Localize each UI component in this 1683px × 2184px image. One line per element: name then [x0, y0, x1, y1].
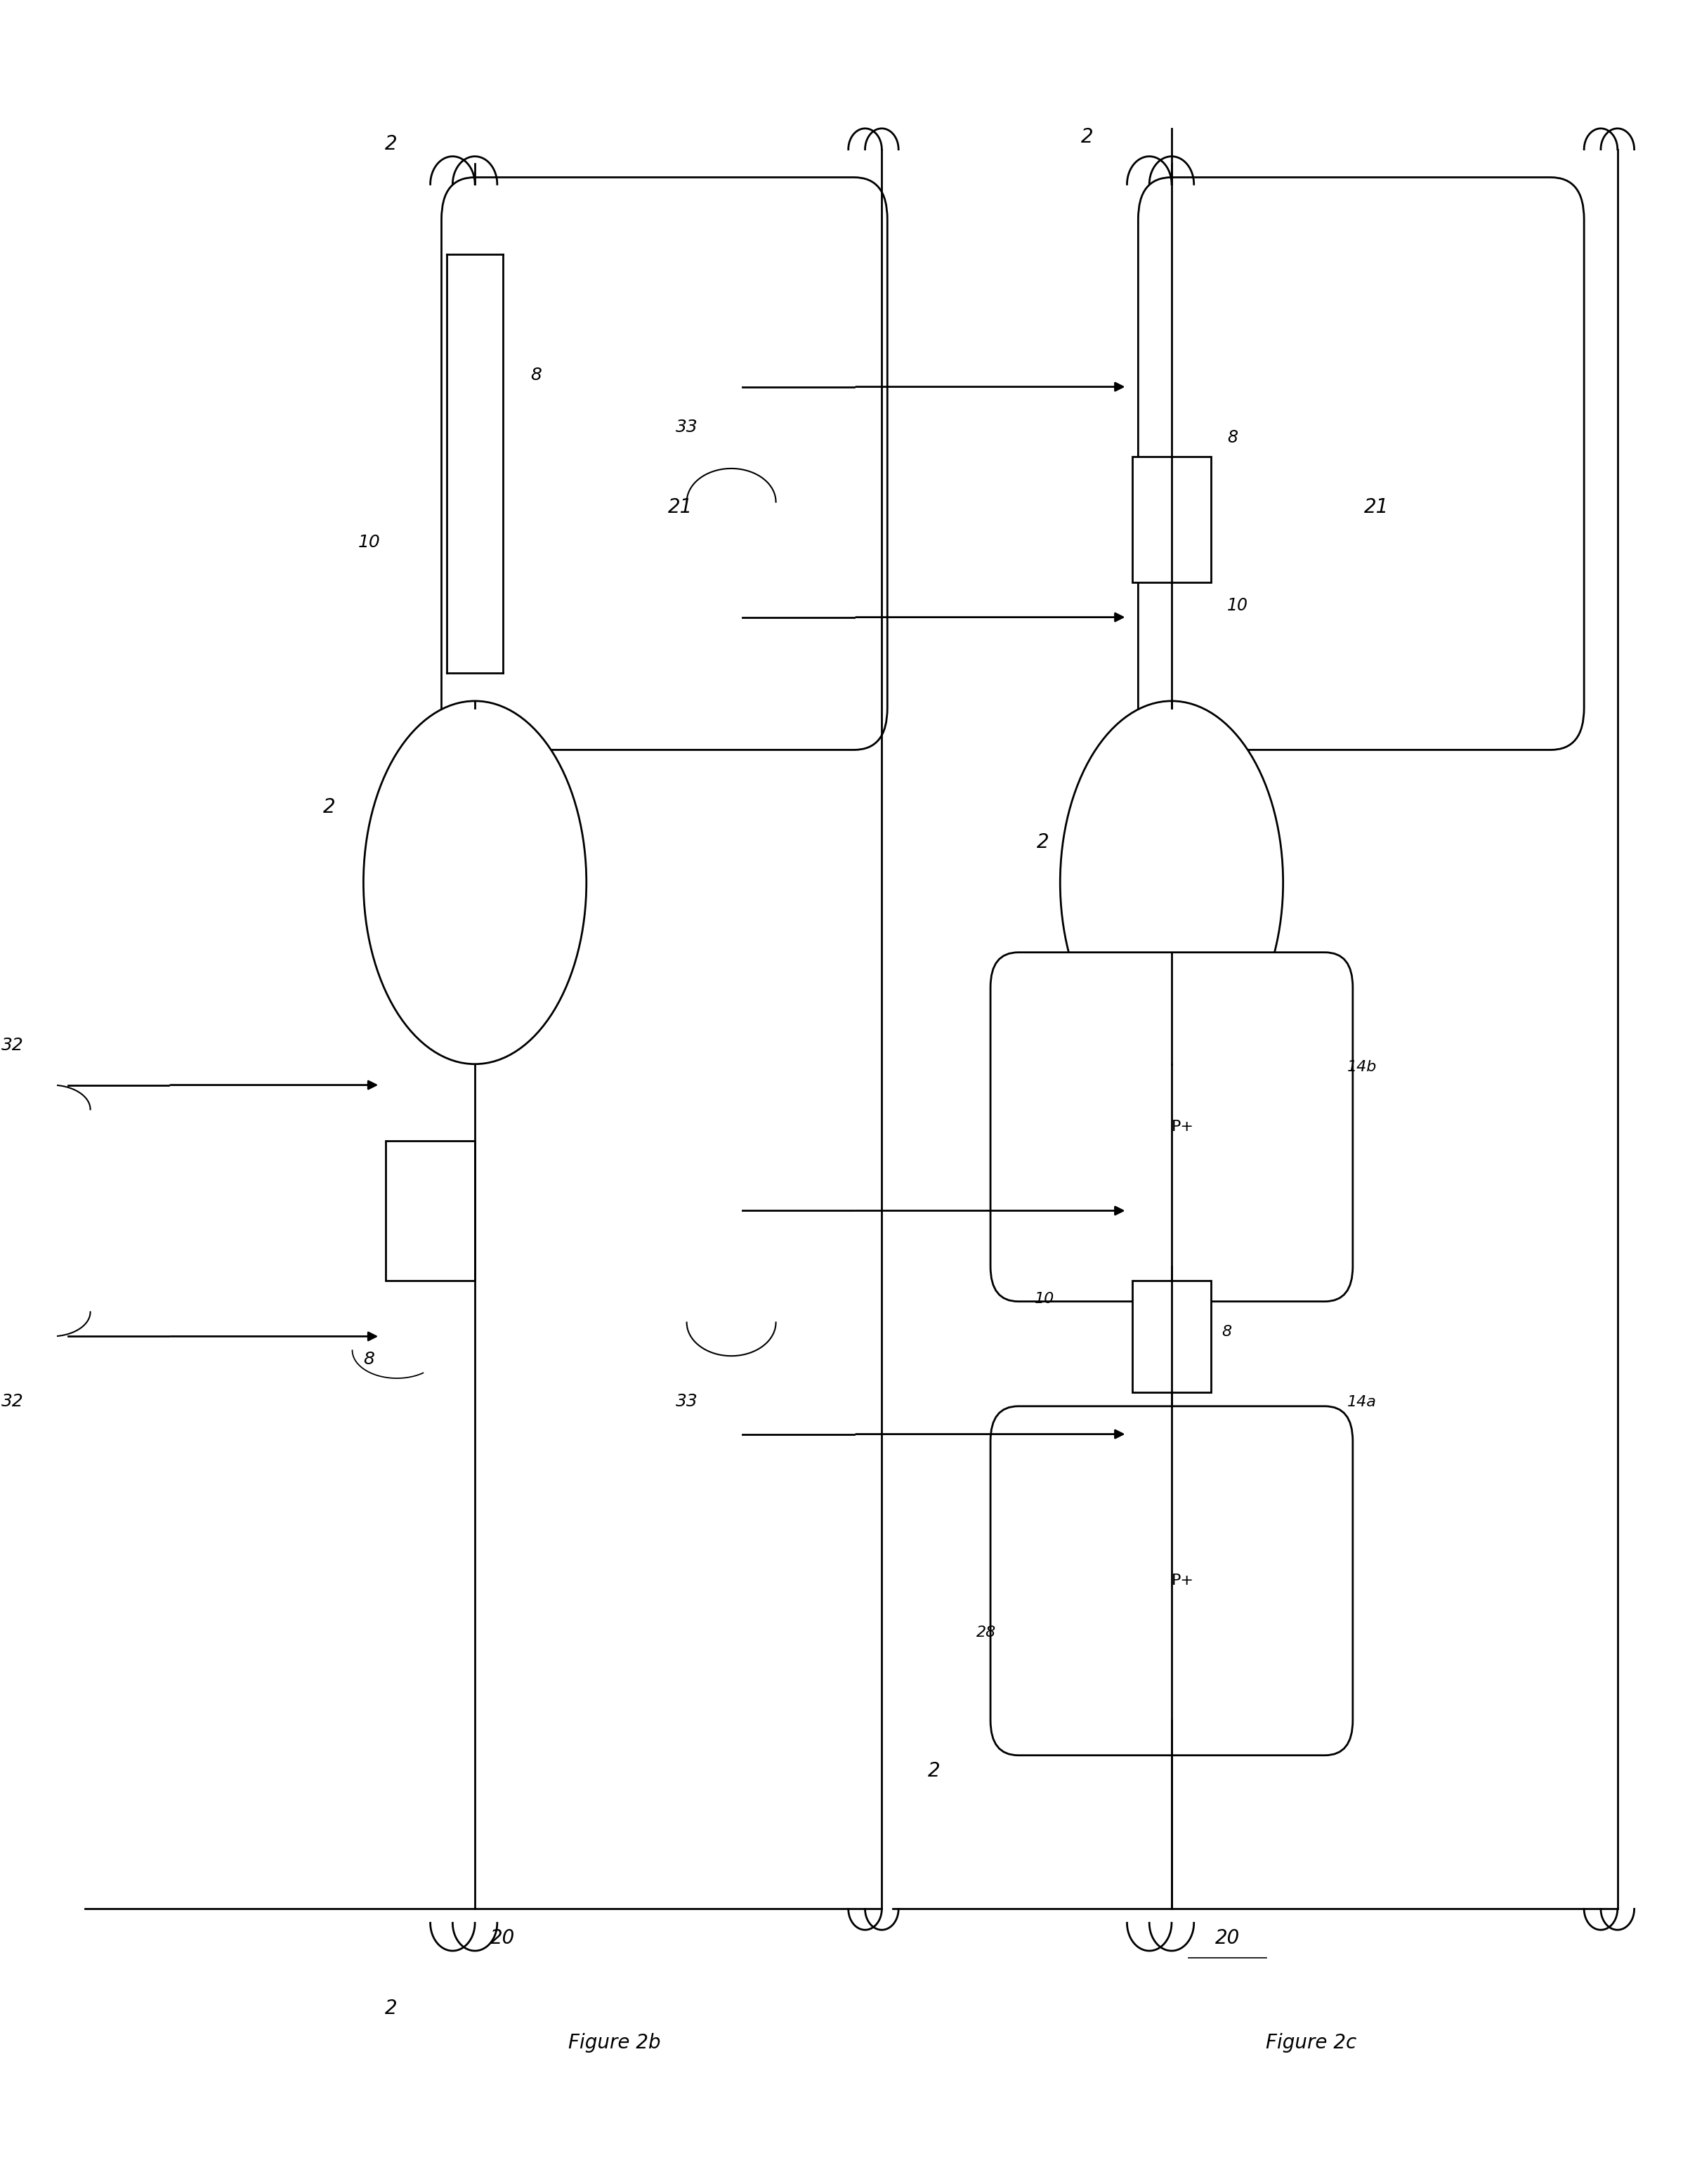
Text: Figure 2b: Figure 2b [569, 2033, 660, 2053]
Bar [1133, 1280, 1210, 1391]
Text: 33: 33 [675, 419, 698, 435]
Text: 8: 8 [1222, 1326, 1232, 1339]
FancyBboxPatch shape [991, 952, 1353, 1302]
Text: 20: 20 [490, 1928, 515, 1948]
Text: 14a: 14a [1346, 1396, 1377, 1409]
Ellipse shape [1060, 701, 1282, 1064]
Text: 2: 2 [927, 1760, 941, 1780]
Text: 8: 8 [1227, 430, 1239, 446]
Text: 21: 21 [1365, 498, 1388, 518]
Text: 20: 20 [1215, 1928, 1240, 1948]
Text: 10: 10 [1035, 1291, 1055, 1306]
FancyBboxPatch shape [991, 1406, 1353, 1756]
Text: 2: 2 [384, 133, 397, 153]
Text: 10: 10 [358, 535, 380, 550]
Text: 33: 33 [675, 1393, 698, 1409]
Text: 8: 8 [364, 1352, 375, 1367]
Text: 32: 32 [2, 1393, 24, 1409]
Text: 2: 2 [384, 1998, 397, 2018]
Text: P+: P+ [1171, 1120, 1193, 1133]
Text: 28: 28 [976, 1625, 996, 1640]
Text: 8: 8 [530, 367, 542, 384]
Text: 32: 32 [2, 1037, 24, 1053]
Text: 2: 2 [323, 797, 335, 817]
Text: 10: 10 [1227, 596, 1249, 614]
Bar [1133, 456, 1210, 583]
Text: 21: 21 [668, 498, 692, 518]
Text: 14b: 14b [1346, 1059, 1377, 1075]
Text: P+: P+ [1171, 1575, 1193, 1588]
Text: 2: 2 [1037, 832, 1049, 852]
Text: 2: 2 [1080, 127, 1094, 146]
Ellipse shape [364, 701, 586, 1064]
Bar [385, 1140, 475, 1280]
Text: Figure 2c: Figure 2c [1266, 2033, 1356, 2053]
